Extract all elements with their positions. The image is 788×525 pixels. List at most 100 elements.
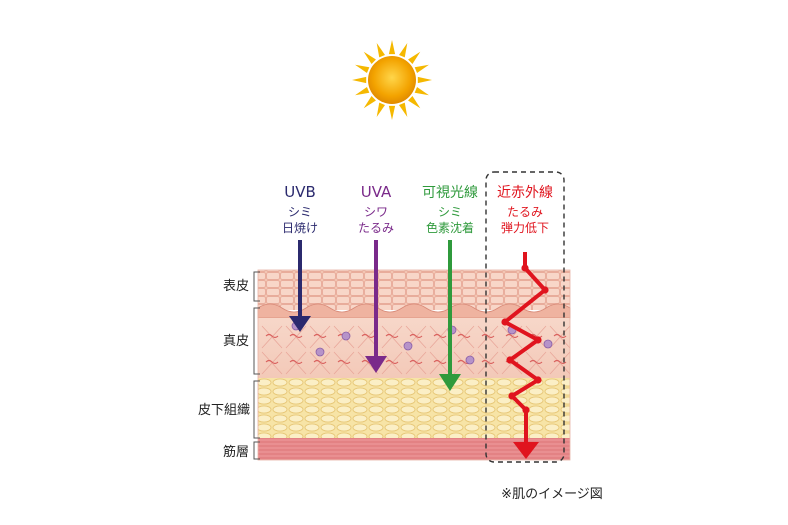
ray-visible-effect-1: シミ	[438, 205, 462, 219]
elastin-fiber	[505, 333, 519, 339]
sun-ray	[417, 76, 432, 84]
sun-ray	[376, 102, 385, 117]
collagen-fiber	[309, 351, 331, 375]
elastin-fiber	[553, 359, 567, 365]
elastin-fiber	[409, 333, 423, 339]
ray-uva-name: UVA	[361, 183, 392, 201]
near-infrared-node	[508, 392, 516, 400]
sun-icon	[352, 40, 432, 120]
arrow-uva	[365, 240, 387, 373]
elastin-fiber	[481, 333, 495, 339]
label-dermis: 真皮	[223, 334, 249, 349]
fibroblast-cell	[315, 347, 325, 357]
ray-nir-effect-1: たるみ	[507, 205, 543, 219]
label-muscle: 筋層	[223, 444, 249, 460]
ray-visible-effect-2: 色素沈着	[426, 220, 474, 235]
near-infrared-node	[534, 376, 542, 384]
collagen-fiber	[477, 325, 499, 349]
elastin-fiber	[385, 359, 399, 365]
sun-ray	[408, 96, 421, 109]
collagen-fiber	[429, 325, 451, 349]
collagen-fiber	[549, 325, 571, 349]
ray-nir-effect-2: 弾力低下	[501, 221, 549, 235]
elastin-fiber	[433, 333, 447, 339]
elastin-fiber	[385, 333, 399, 339]
arrow-uvb	[289, 240, 311, 332]
elastin-fiber	[313, 359, 327, 365]
sun-ray	[376, 43, 385, 58]
sun-ray	[363, 96, 376, 109]
collagen-fiber	[381, 325, 403, 349]
fibroblast-cell	[465, 355, 475, 365]
skin-cross-section	[257, 269, 571, 461]
elastin-fiber	[529, 359, 543, 365]
arrow-visible	[439, 240, 461, 391]
collagen-fiber	[333, 351, 355, 375]
elastin-fiber	[481, 359, 495, 365]
elastin-fiber	[337, 359, 351, 365]
arrow-down-icon	[439, 374, 461, 391]
near-infrared-node	[521, 264, 529, 272]
near-infrared-highlight-box	[485, 171, 565, 463]
elastin-fiber	[553, 333, 567, 339]
ray-visible-name: 可視光線	[422, 185, 478, 201]
elastin-fiber	[361, 333, 375, 339]
collagen-fiber	[429, 351, 451, 375]
collagen-fiber	[261, 325, 283, 349]
arrow-down-icon	[513, 442, 539, 459]
elastin-fiber	[265, 333, 279, 339]
collagen-fiber	[285, 325, 307, 349]
elastin-fiber	[265, 359, 279, 365]
collagen-fiber	[285, 351, 307, 375]
arrow-down-icon	[289, 316, 311, 332]
ray-nir-name: 近赤外線	[497, 185, 553, 201]
epidermis-layer	[258, 270, 570, 310]
layer-labels	[253, 271, 260, 460]
elastin-fiber	[433, 359, 447, 365]
arrow-down-icon	[365, 356, 387, 373]
elastin-fiber	[289, 333, 303, 339]
collagen-fiber	[453, 325, 475, 349]
sun-ray	[388, 40, 396, 55]
fibroblast-cell	[403, 341, 413, 351]
fibroblast-cell	[543, 339, 553, 349]
sun-disc	[368, 56, 416, 104]
sun-ray	[355, 64, 370, 73]
arrow-near-infrared	[501, 252, 549, 459]
sun-ray	[355, 87, 370, 96]
sun-ray	[414, 64, 429, 73]
ray-uvb-effect-2: 日焼け	[282, 221, 318, 235]
collagen-fiber	[381, 351, 403, 375]
collagen-fiber	[525, 351, 547, 375]
ray-uvb-name: UVB	[284, 183, 316, 201]
ray-uvb-effect-1: シミ	[288, 205, 312, 219]
elastin-fiber	[409, 359, 423, 365]
collagen-fiber	[261, 351, 283, 375]
label-subcutaneous: 皮下組織	[198, 403, 250, 418]
sun-ray	[399, 102, 408, 117]
ray-uva-effect-1: シワ	[364, 205, 388, 219]
label-epidermis: 表皮	[223, 279, 249, 294]
collagen-fiber	[549, 351, 571, 375]
near-infrared-node	[506, 356, 514, 364]
collagen-fiber	[405, 351, 427, 375]
elastin-fiber	[289, 359, 303, 365]
sun-ray	[388, 105, 396, 120]
sun-ray	[399, 43, 408, 58]
near-infrared-node	[534, 336, 542, 344]
subcutaneous-layer	[258, 378, 570, 438]
ray-uva-effect-2: たるみ	[358, 221, 394, 235]
fibroblast-cell	[341, 331, 351, 341]
muscle-layer	[258, 438, 570, 460]
elastin-fiber	[457, 333, 471, 339]
elastin-fiber	[313, 333, 327, 339]
sun-ray	[414, 87, 429, 96]
collagen-fiber	[477, 351, 499, 375]
near-infrared-node	[501, 318, 509, 326]
near-infrared-node	[541, 286, 549, 294]
sun-ray	[352, 76, 367, 84]
collagen-fiber	[309, 325, 331, 349]
near-infrared-node	[522, 406, 530, 414]
sun-ray	[408, 51, 421, 64]
